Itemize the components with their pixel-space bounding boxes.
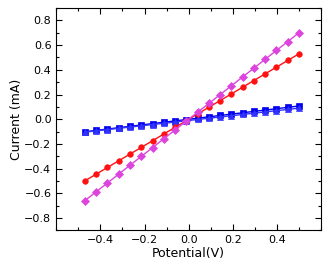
NOA 81 — [241, 113, 245, 116]
3:4 PETMP-TATATO — [151, 146, 155, 149]
Epofix — [117, 159, 121, 162]
NOA 81 — [106, 128, 110, 131]
3:4 PETMP-TATATO — [117, 173, 121, 176]
Araldite — [94, 129, 98, 132]
Epofix — [83, 179, 87, 183]
3:4 PETMP-TATATO — [241, 75, 245, 79]
NOA 81 — [151, 123, 155, 126]
3:4 PETMP-TATATO — [94, 190, 98, 193]
Epofix — [139, 146, 143, 149]
NOA 81 — [218, 115, 222, 118]
Araldite — [128, 125, 132, 128]
Line: Epofix: Epofix — [82, 51, 302, 184]
3:4 PETMP-TATATO — [162, 137, 166, 140]
Y-axis label: Current (mA): Current (mA) — [10, 79, 23, 160]
Araldite — [263, 109, 267, 112]
Araldite — [274, 107, 278, 110]
3:4 PETMP-TATATO — [139, 155, 143, 158]
3:4 PETMP-TATATO — [297, 31, 301, 34]
3:4 PETMP-TATATO — [286, 40, 290, 43]
Epofix — [297, 52, 301, 55]
NOA 81 — [162, 122, 166, 125]
NOA 81 — [117, 127, 121, 130]
NOA 81 — [207, 117, 211, 120]
Epofix — [263, 72, 267, 75]
Line: 3:4 PETMP-TATATO: 3:4 PETMP-TATATO — [82, 30, 302, 203]
Epofix — [151, 139, 155, 142]
Araldite — [162, 121, 166, 124]
NOA 81 — [83, 131, 87, 134]
Araldite — [218, 114, 222, 117]
Epofix — [162, 132, 166, 136]
Epofix — [241, 85, 245, 89]
NOA 81 — [184, 119, 188, 122]
Epofix — [274, 66, 278, 69]
Epofix — [184, 119, 188, 122]
Epofix — [252, 79, 256, 82]
NOA 81 — [94, 129, 98, 132]
Line: Araldite: Araldite — [82, 103, 302, 135]
NOA 81 — [128, 125, 132, 129]
Epofix — [229, 92, 233, 95]
NOA 81 — [139, 124, 143, 127]
Epofix — [286, 59, 290, 62]
X-axis label: Potential(V): Potential(V) — [152, 247, 225, 260]
NOA 81 — [286, 108, 290, 111]
3:4 PETMP-TATATO — [173, 128, 177, 132]
3:4 PETMP-TATATO — [106, 181, 110, 184]
NOA 81 — [274, 109, 278, 112]
NOA 81 — [263, 110, 267, 114]
Araldite — [117, 126, 121, 129]
NOA 81 — [229, 114, 233, 117]
3:4 PETMP-TATATO — [252, 66, 256, 70]
Araldite — [173, 119, 177, 122]
Araldite — [241, 111, 245, 114]
3:4 PETMP-TATATO — [263, 58, 267, 61]
3:4 PETMP-TATATO — [229, 84, 233, 87]
3:4 PETMP-TATATO — [184, 120, 188, 123]
Line: NOA 81: NOA 81 — [82, 105, 302, 135]
Araldite — [106, 127, 110, 131]
Araldite — [286, 106, 290, 109]
Epofix — [94, 173, 98, 176]
Araldite — [252, 110, 256, 113]
NOA 81 — [196, 118, 200, 121]
3:4 PETMP-TATATO — [218, 93, 222, 96]
NOA 81 — [252, 111, 256, 115]
3:4 PETMP-TATATO — [83, 199, 87, 202]
NOA 81 — [297, 107, 301, 110]
Epofix — [173, 126, 177, 129]
Araldite — [184, 118, 188, 121]
Epofix — [207, 106, 211, 109]
Epofix — [128, 152, 132, 156]
Araldite — [207, 115, 211, 118]
3:4 PETMP-TATATO — [128, 164, 132, 167]
3:4 PETMP-TATATO — [274, 49, 278, 52]
Araldite — [83, 130, 87, 133]
3:4 PETMP-TATATO — [196, 111, 200, 114]
Araldite — [229, 113, 233, 116]
Araldite — [139, 123, 143, 126]
Epofix — [106, 166, 110, 169]
3:4 PETMP-TATATO — [207, 102, 211, 105]
NOA 81 — [173, 120, 177, 124]
Epofix — [196, 112, 200, 116]
Epofix — [218, 99, 222, 102]
Araldite — [196, 117, 200, 120]
Araldite — [297, 104, 301, 107]
Araldite — [151, 122, 155, 125]
